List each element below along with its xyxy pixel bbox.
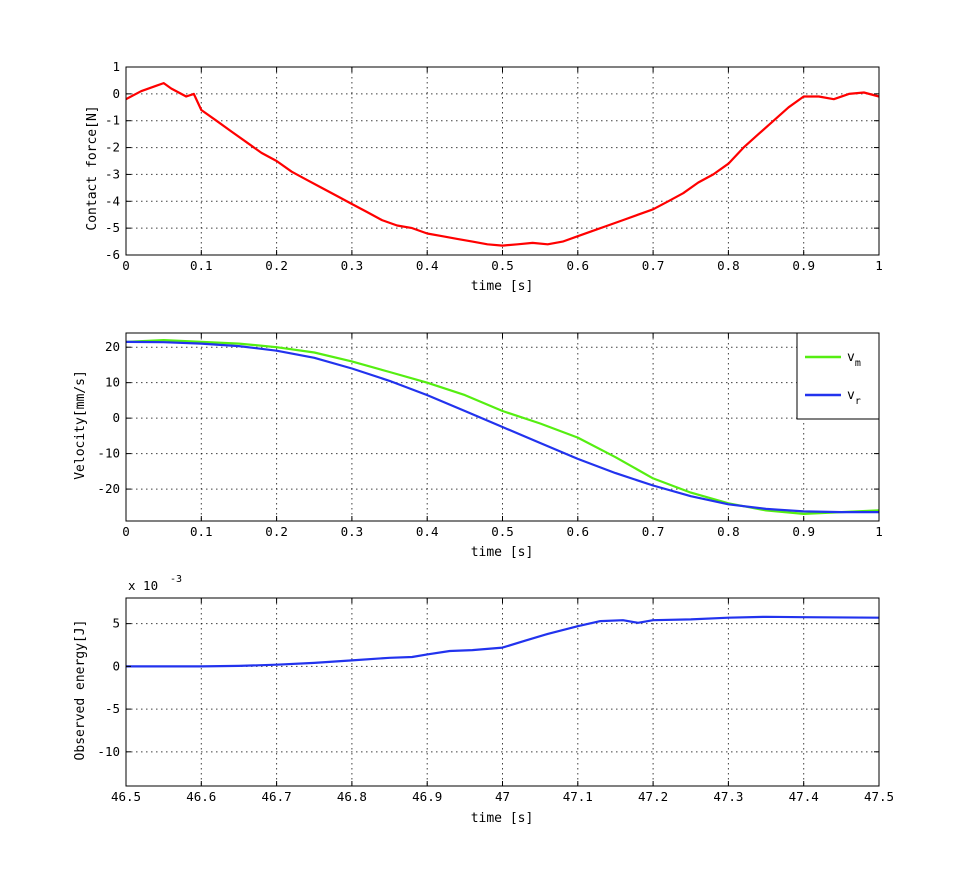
x-tick-label: 0.8 — [717, 524, 740, 539]
y-tick-label: -5 — [105, 701, 120, 716]
x-tick-label: 46.8 — [337, 789, 367, 804]
x-tick-label: 0.1 — [190, 258, 213, 273]
y-tick-label: -4 — [105, 193, 120, 208]
x-tick-label: 0.4 — [416, 258, 439, 273]
x-tick-label: 0 — [122, 258, 130, 273]
contact-force-ylabel: Contact force[N] — [85, 105, 100, 230]
x-tick-label: 46.6 — [186, 789, 216, 804]
y-tick-label: 0 — [112, 410, 120, 425]
y-tick-label: -3 — [105, 166, 120, 181]
x-tick-label: 0.5 — [491, 258, 514, 273]
y-tick-label: -10 — [97, 744, 120, 759]
contact-force-xlabel: time [s] — [471, 279, 534, 294]
y-tick-label: -6 — [105, 247, 120, 262]
x-tick-label: 0.2 — [265, 258, 288, 273]
x-tick-label: 0.3 — [341, 258, 364, 273]
x-tick-label: 47.5 — [864, 789, 894, 804]
x-tick-label: 0.9 — [792, 524, 815, 539]
x-tick-label: 47.3 — [713, 789, 743, 804]
x-tick-label: 0.9 — [792, 258, 815, 273]
x-tick-label: 1 — [875, 524, 883, 539]
legend-box — [796, 332, 880, 420]
velocity-ylabel: Velocity[mm/s] — [73, 370, 88, 480]
velocity-xlabel: time [s] — [471, 545, 534, 560]
y-tick-label: -5 — [105, 220, 120, 235]
contact-force-chart: Contact force[N] time [s] 0 0.1 0.2 0.3 0.4 0… — [85, 59, 883, 294]
x-tick-label: 46.9 — [412, 789, 442, 804]
y-tick-label: 0 — [112, 86, 120, 101]
x-tick-label: 47.4 — [789, 789, 819, 804]
observed-energy-xlabel: time [s] — [471, 811, 534, 826]
y-tick-label: 10 — [105, 375, 120, 390]
x-tick-label: 47.1 — [563, 789, 593, 804]
x-tick-label: 0.2 — [265, 524, 288, 539]
x-tick-label: 0.8 — [717, 258, 740, 273]
y-tick-label: 0 — [112, 658, 120, 673]
x-tick-label: 1 — [875, 258, 883, 273]
y-tick-label: -20 — [97, 481, 120, 496]
y-tick-label: 5 — [112, 616, 120, 631]
velocity-chart: Velocity[mm/s] time [s] 0 0.1 0.2 0.3 0.4 0.5… — [73, 332, 883, 560]
x-tick-label: 46.7 — [262, 789, 292, 804]
series-line-v-r — [125, 340, 879, 514]
legend-label: vr — [847, 388, 861, 407]
energy-exponent-power: -3 — [170, 574, 182, 585]
x-tick-label: 46.5 — [111, 789, 141, 804]
y-tick-label: 1 — [112, 59, 120, 74]
axes-frame — [125, 597, 880, 787]
energy-exponent-label: x 10 — [128, 578, 158, 593]
axes-frame — [125, 66, 880, 256]
observed-energy-ylabel: Observed energy[J] — [73, 620, 88, 761]
y-tick-label: -10 — [97, 446, 120, 461]
x-tick-label: 0.7 — [642, 524, 665, 539]
y-tick-label: 20 — [105, 339, 120, 354]
x-tick-label: 0.4 — [416, 524, 439, 539]
legend-label: vm — [847, 350, 861, 369]
x-tick-label: 0.5 — [491, 524, 514, 539]
x-tick-label: 0.7 — [642, 258, 665, 273]
series-line-0 — [126, 615, 880, 668]
series-line-0 — [125, 81, 880, 247]
observed-energy-chart: Observed energy[J] time [s] x 10 -3 46.5… — [73, 574, 894, 826]
x-tick-label: 0.3 — [341, 524, 364, 539]
x-tick-label: 47 — [495, 789, 510, 804]
x-tick-label: 47.2 — [638, 789, 668, 804]
x-tick-label: 0.6 — [567, 524, 590, 539]
x-tick-label: 0 — [122, 524, 130, 539]
x-tick-label: 0.1 — [190, 524, 213, 539]
x-tick-label: 0.6 — [567, 258, 590, 273]
y-tick-label: -1 — [105, 113, 120, 128]
y-tick-label: -2 — [105, 140, 120, 155]
